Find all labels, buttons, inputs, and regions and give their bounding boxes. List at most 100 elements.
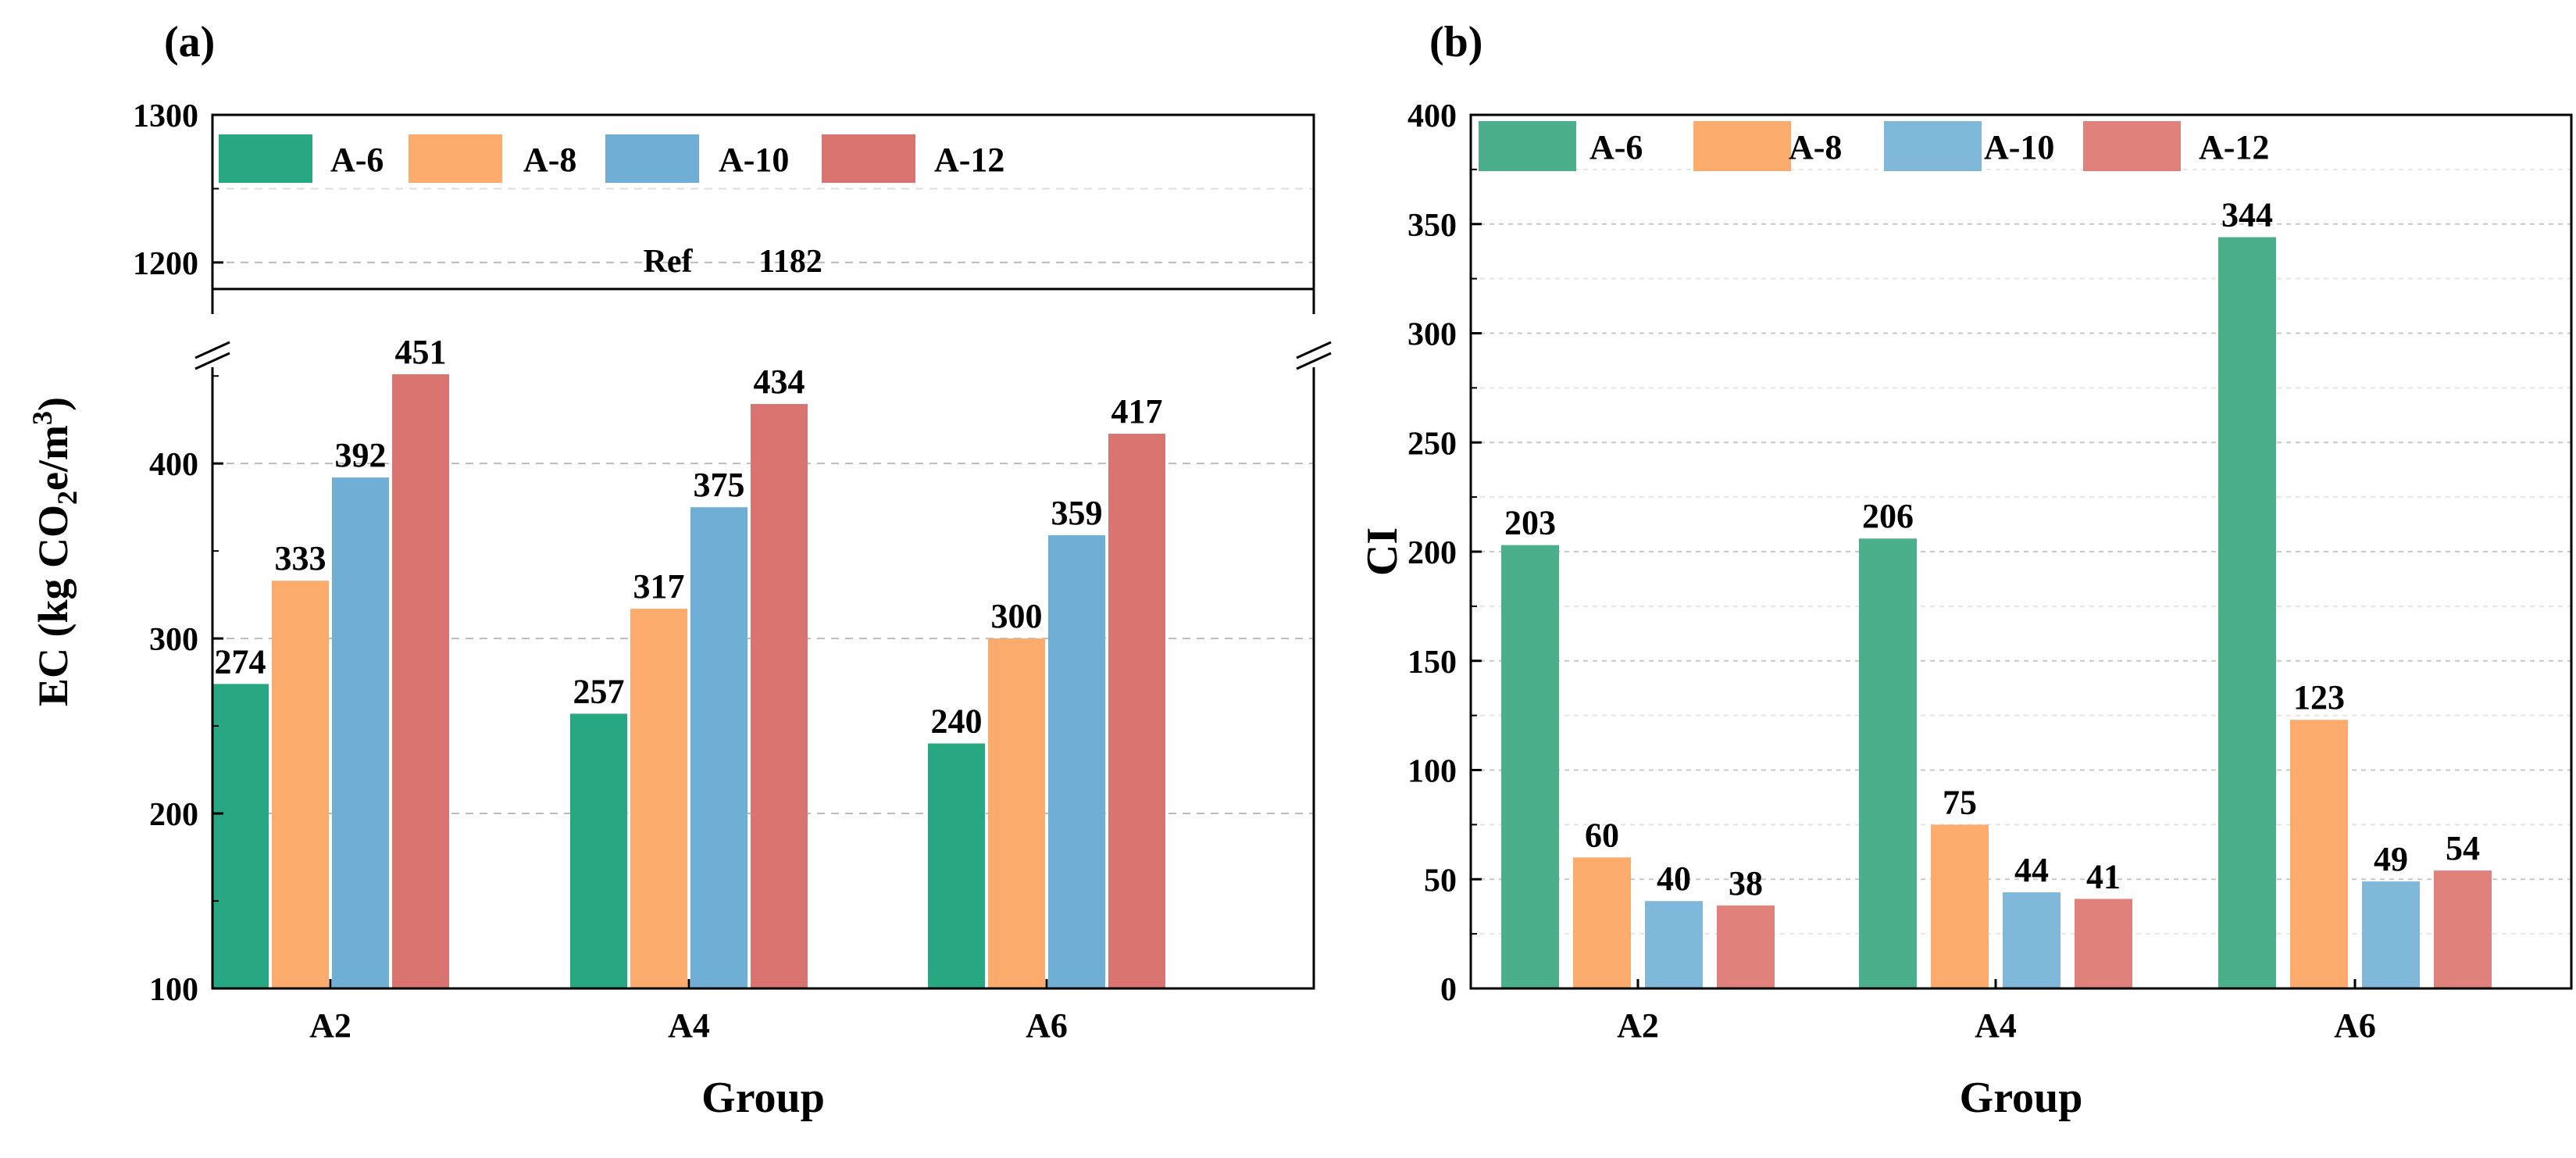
legend-label-a-A-6: A-6 xyxy=(330,141,384,179)
data-label-b-A-8-A4: 75 xyxy=(1943,783,1977,821)
bar-a-A-12-A4 xyxy=(751,404,808,988)
legend-label-a-A-8: A-8 xyxy=(523,141,576,179)
data-label-b-A-10-A6: 49 xyxy=(2374,840,2408,878)
data-label-b-A-10-A2: 40 xyxy=(1657,860,1691,898)
bar-a-A-10-A6 xyxy=(1048,534,1105,988)
y-axis-label-a-part-2: e/m xyxy=(30,425,77,491)
legend-swatch-b-A-6 xyxy=(1479,121,1576,171)
ytick-label-a-0: 100 xyxy=(149,972,198,1008)
xtick-label-a-A2: A2 xyxy=(309,1006,351,1045)
data-label-b-A-8-A2: 60 xyxy=(1585,816,1619,854)
data-label-b-A-8-A6: 123 xyxy=(2293,678,2345,717)
bar-a-A-6-A4 xyxy=(570,713,627,988)
data-label-b-A-6-A4: 206 xyxy=(1862,497,1914,535)
legend-label-b-A-12: A-12 xyxy=(2199,128,2269,166)
data-label-a-A-8-A4: 317 xyxy=(633,567,685,606)
bar-b-A-10-A2 xyxy=(1645,901,1703,988)
xtick-label-b-A6: A6 xyxy=(2334,1006,2376,1045)
legend-swatch-a-A-10 xyxy=(605,134,699,183)
axis-break-mark-bottom-1 xyxy=(1296,352,1332,370)
y-axis-label-a-part-4: ) xyxy=(30,397,77,411)
ytick-label-a-upper-1: 1300 xyxy=(133,98,198,134)
legend-label-b-A-8: A-8 xyxy=(1789,128,1842,166)
legend-swatch-a-A-8 xyxy=(409,134,502,183)
ytick-label-b-7: 350 xyxy=(1408,208,1457,244)
data-label-a-A-10-A2: 392 xyxy=(335,436,387,474)
bar-a-A-6-A6 xyxy=(928,743,985,988)
data-label-a-A-6-A2: 274 xyxy=(215,642,266,681)
ytick-label-b-0: 0 xyxy=(1440,972,1457,1008)
legend-label-b-A-10: A-10 xyxy=(1984,128,2054,166)
bar-a-A-6-A2 xyxy=(212,684,269,988)
data-label-a-A-8-A6: 300 xyxy=(991,597,1043,635)
data-label-b-A-6-A2: 203 xyxy=(1504,504,1556,542)
y-axis-label-a: EC (kg CO2e/m3) xyxy=(27,397,83,706)
bar-a-A-8-A2 xyxy=(272,581,329,988)
legend-label-a-A-12: A-12 xyxy=(934,141,1004,179)
data-label-a-A-12-A4: 434 xyxy=(754,363,805,401)
reference-value: 1182 xyxy=(758,244,822,280)
xtick-label-b-A4: A4 xyxy=(1975,1006,2017,1045)
ytick-label-b-2: 100 xyxy=(1408,754,1457,790)
bar-b-A-10-A4 xyxy=(2003,892,2060,988)
y-axis-label-a-part-0: EC (kg CO xyxy=(30,505,77,706)
bar-a-A-12-A2 xyxy=(392,373,449,988)
reference-label: Ref xyxy=(644,244,694,280)
ytick-label-b-3: 150 xyxy=(1408,645,1457,681)
legend-swatch-a-A-12 xyxy=(822,134,915,183)
y-axis-label-b: CI xyxy=(1358,527,1407,576)
legend-swatch-b-A-12 xyxy=(2083,121,2181,171)
ytick-label-b-6: 300 xyxy=(1408,317,1457,353)
xtick-label-a-A4: A4 xyxy=(668,1006,710,1045)
ytick-label-a-upper-0: 1200 xyxy=(133,246,198,282)
ytick-label-b-5: 250 xyxy=(1408,426,1457,462)
bar-b-A-6-A6 xyxy=(2218,237,2276,988)
panel-label-b: (b) xyxy=(1429,18,1482,66)
bar-a-A-8-A4 xyxy=(630,609,687,988)
legend-swatch-a-A-6 xyxy=(219,134,312,183)
y-axis-label-a-part-1: 2 xyxy=(52,491,83,505)
bar-b-A-8-A4 xyxy=(1931,824,1989,988)
chart-a: Ref 1182 274 257 240 333 317 300 392 375 359 451 434… xyxy=(27,98,1333,1122)
data-label-a-A-12-A6: 417 xyxy=(1111,392,1163,431)
axis-frame-a-lower xyxy=(211,367,1315,990)
legend-label-b-A-6: A-6 xyxy=(1589,128,1643,166)
bar-b-A-12-A4 xyxy=(2075,899,2132,988)
bar-b-A-8-A2 xyxy=(1573,857,1631,988)
panel-label-a: (a) xyxy=(164,18,215,66)
data-label-b-A-12-A4: 41 xyxy=(2086,857,2121,895)
data-label-a-A-10-A6: 359 xyxy=(1051,494,1103,532)
ytick-label-b-1: 50 xyxy=(1424,863,1457,899)
data-label-a-A-6-A4: 257 xyxy=(573,672,625,710)
bar-a-A-12-A6 xyxy=(1108,434,1165,988)
bar-a-A-10-A4 xyxy=(690,507,747,988)
data-label-a-A-8-A2: 333 xyxy=(275,539,326,577)
data-label-a-A-10-A4: 375 xyxy=(694,466,745,504)
axis-break-mark-bottom-0 xyxy=(194,352,230,370)
x-axis-label-a: Group xyxy=(701,1074,825,1122)
bar-a-A-10-A2 xyxy=(332,477,389,988)
ytick-label-a-2: 300 xyxy=(149,622,198,658)
bar-b-A-6-A2 xyxy=(1501,545,1559,988)
xtick-label-b-A2: A2 xyxy=(1617,1006,1659,1045)
bar-a-A-8-A6 xyxy=(988,638,1045,988)
ytick-label-b-4: 200 xyxy=(1408,535,1457,571)
data-label-b-A-12-A2: 38 xyxy=(1729,864,1763,902)
data-label-b-A-10-A4: 44 xyxy=(2014,851,2049,889)
data-label-a-A-12-A2: 451 xyxy=(395,333,447,371)
data-label-b-A-12-A6: 54 xyxy=(2446,829,2480,867)
legend-label-a-A-10: A-10 xyxy=(719,141,789,179)
y-axis-label-a-part-3: 3 xyxy=(27,411,58,425)
bar-b-A-12-A6 xyxy=(2434,870,2492,988)
x-axis-label-b: Group xyxy=(1960,1074,2083,1122)
ytick-label-b-8: 400 xyxy=(1408,98,1457,134)
bar-b-A-6-A4 xyxy=(1859,538,1917,988)
data-label-b-A-6-A6: 344 xyxy=(2221,196,2273,234)
axis-break-mark-top-0 xyxy=(194,341,230,359)
bar-b-A-12-A2 xyxy=(1717,905,1775,988)
ytick-label-a-1: 200 xyxy=(149,797,198,833)
bar-b-A-8-A6 xyxy=(2290,720,2348,988)
data-label-a-A-6-A6: 240 xyxy=(931,702,983,740)
